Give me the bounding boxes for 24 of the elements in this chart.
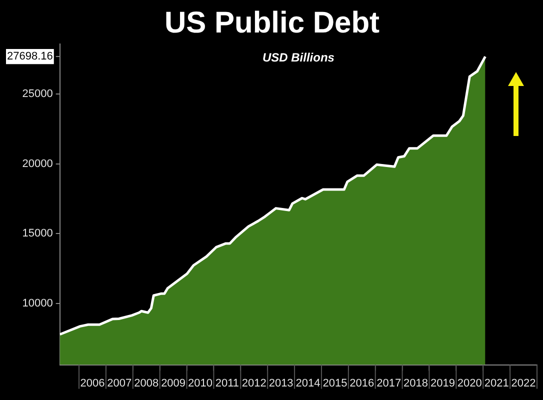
- y-tick-label: 27698.16: [6, 50, 53, 63]
- x-tick-label: 2006: [80, 377, 105, 390]
- text: USD Billions: [262, 50, 335, 64]
- x-tick-label: 2009: [161, 377, 186, 390]
- x-tick-label: 2008: [134, 377, 159, 390]
- x-tick-label: 2021: [484, 377, 509, 390]
- y-tick-label: 25000: [22, 88, 53, 100]
- y-tick-label: 20000: [22, 158, 53, 170]
- x-tick-label: 2014: [296, 377, 320, 390]
- x-tick-label: 2011: [215, 377, 240, 390]
- y-tick-label: 15000: [22, 228, 53, 240]
- x-tick-label: 2013: [268, 377, 294, 390]
- x-tick-label: 2020: [457, 377, 482, 390]
- x-tick-label: 2022: [511, 377, 536, 390]
- x-tick-label: 2019: [430, 377, 455, 390]
- x-tick-label: 2012: [242, 377, 266, 390]
- y-tick-label: 10000: [22, 297, 53, 310]
- chart-title: US Public Debt: [164, 6, 380, 40]
- x-tick-label: 2017: [376, 377, 402, 390]
- x-tick-label: 2015: [322, 377, 348, 390]
- x-tick-label: 2018: [404, 377, 428, 390]
- x-tick-label: 2007: [107, 377, 132, 390]
- x-tick-label: 2010: [188, 377, 212, 390]
- x-tick-label: 2016: [350, 377, 374, 390]
